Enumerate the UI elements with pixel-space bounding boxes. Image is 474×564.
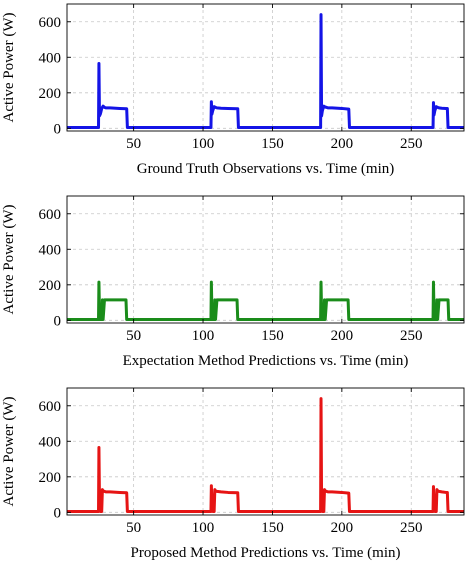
x-tick-label: 50 [126,328,141,344]
y-axis-label: Active Power (W) [1,13,17,123]
x-tick-label: 200 [331,328,354,344]
y-tick-label: 400 [39,434,62,450]
y-tick-label: 600 [39,15,62,31]
x-axis-label: Ground Truth Observations vs. Time (min) [137,161,395,177]
y-tick-label: 600 [39,207,62,223]
x-tick-label: 50 [126,520,141,536]
y-tick-label: 600 [39,399,62,415]
x-tick-label: 250 [400,136,423,152]
chart-panel-1: 50 100 150 200 250 0 200 400 600 Ground Truth Obs… [1,3,465,177]
series-line-1 [67,13,464,129]
x-tick-label: 250 [400,328,423,344]
x-tick-label: 200 [331,136,354,152]
x-axis-label: Proposed Method Predictions vs. Time (mi… [130,545,400,561]
plot-frame [66,3,465,132]
y-tick-label: 400 [39,242,62,258]
x-tick-label: 150 [261,328,284,344]
chart-panel-3: 50 100 150 200 250 0 200 400 600 Proposed Method … [1,387,465,561]
y-tick-label: 0 [54,313,62,329]
x-axis-label: Expectation Method Predictions vs. Time … [123,353,409,369]
y-tick-label: 0 [54,505,62,521]
x-tick-label: 50 [126,136,141,152]
y-tick-label: 0 [54,121,62,137]
x-tick-label: 100 [192,136,215,152]
y-tick-label: 400 [39,50,62,66]
y-axis-label: Active Power (W) [1,397,17,507]
x-tick-label: 250 [400,520,423,536]
series-line-1 [67,397,464,513]
y-tick-label: 200 [39,86,62,102]
y-tick-label: 200 [39,470,62,486]
plot-frame [66,195,465,324]
y-axis-label: Active Power (W) [1,205,17,315]
x-tick-label: 150 [261,136,284,152]
chart-panel-2: 50 100 150 200 250 0 200 400 600 Expectation Meth… [1,195,465,369]
y-tick-label: 200 [39,278,62,294]
x-tick-label: 150 [261,520,284,536]
plot-frame [66,387,465,516]
series-line-1 [67,280,464,321]
x-tick-label: 100 [192,520,215,536]
x-tick-label: 200 [331,520,354,536]
x-tick-label: 100 [192,328,215,344]
